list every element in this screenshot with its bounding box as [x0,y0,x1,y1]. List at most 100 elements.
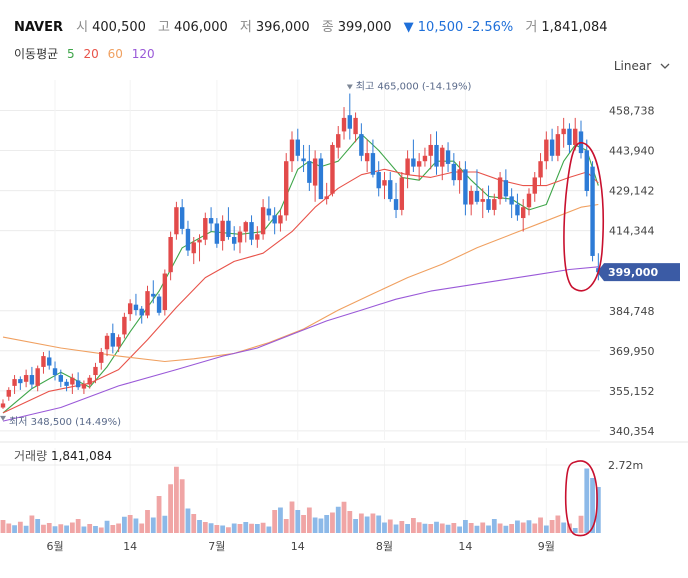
volume-bar-4 [23,525,29,533]
candle-body-62 [359,134,364,156]
current-price-badge [597,263,680,282]
volume-bar-13 [75,519,81,533]
candle-38 [220,215,225,251]
candle-39 [226,207,231,240]
candle-body-28 [162,273,168,311]
candle-body-83 [480,199,485,202]
candle-body-76 [440,147,445,167]
volume-bar-57 [330,512,335,533]
candle-body-73 [422,155,428,162]
volume-bar-93 [538,517,543,533]
volume-title: 거래량 1,841,084 [14,449,112,463]
ma-5-line [2,133,599,414]
candle-56 [324,182,329,205]
candle-100 [578,120,584,159]
volume-bar-73 [422,523,428,533]
volume-bar-64 [370,513,376,533]
candle-86 [497,172,503,205]
y-tick-label-3: 414,344 [609,225,655,238]
candle-46 [266,196,272,221]
candle-body-79 [457,169,462,181]
candle-43 [249,215,254,246]
scale-label: Linear [613,59,652,73]
volume-bar-41 [237,524,243,533]
volume-bar-27 [156,496,162,533]
x-tick-label-5: 14 [458,540,472,553]
ma-60-label[interactable]: 60 [107,47,123,61]
candle-body-43 [249,222,254,240]
volume-bar-96 [555,515,561,533]
volume-bar-51 [295,510,301,533]
y-tick-label-6: 355,152 [609,385,655,398]
candle-24 [139,306,144,324]
candle-54 [312,150,318,202]
candle-21 [122,312,127,339]
candle-33 [191,236,196,265]
volume-bar-75 [434,521,439,533]
candle-85 [492,193,497,216]
candle-13 [75,372,81,390]
candle-body-61 [353,117,358,135]
candle-8 [47,350,52,370]
candle-body-99 [573,128,578,145]
candle-55 [318,153,324,200]
candle-body-0 [0,403,6,408]
candle-body-19 [110,333,116,347]
candle-0 [0,399,6,409]
candle-body-1 [6,389,11,397]
volume-bar-50 [289,501,295,533]
candle-body-34 [197,239,202,243]
candle-body-3 [18,379,23,384]
candle-99 [573,117,578,151]
candle-body-88 [509,196,514,205]
x-tick-label-1: 14 [123,540,137,553]
y-tick-label-5: 369,950 [609,345,655,358]
y-tick-label-1: 443,940 [609,145,655,158]
candle-body-17 [99,352,104,363]
volume-bar-19 [110,525,116,533]
x-tick-label-3: 14 [291,540,305,553]
candle-body-29 [168,236,173,273]
ma-120-label[interactable]: 120 [131,47,155,61]
candle-body-39 [226,220,231,237]
ma-20-label[interactable]: 20 [83,47,99,61]
candle-body-57 [330,144,335,194]
volume-bar-88 [509,524,515,533]
candle-body-12 [70,377,75,385]
candle-37 [214,218,220,248]
close-label: 종 [321,20,334,35]
volume-bar-21 [121,516,127,533]
candle-body-59 [341,117,347,132]
candle-80 [463,161,468,216]
candle-74 [428,134,433,170]
candle-body-56 [324,196,329,200]
ma-5-label[interactable]: 5 [67,47,75,61]
volume-bar-9 [52,526,58,533]
candle-89 [515,193,520,221]
candle-body-97 [561,128,566,135]
candle-body-13 [75,380,81,388]
volume-bar-94 [543,525,549,533]
candle-body-89 [515,204,520,216]
candle-17 [99,347,104,370]
scale-selector[interactable]: Linear [614,59,670,73]
candle-7 [41,352,46,374]
volume-bar-95 [549,520,555,533]
candle-20 [116,334,121,353]
candle-14 [81,380,87,394]
candle-body-37 [214,223,220,244]
volume-bar-78 [451,523,457,533]
candle-23 [133,293,139,316]
candle-60 [347,93,352,140]
candle-body-94 [544,139,549,162]
candle-31 [179,199,185,235]
candle-48 [278,209,283,232]
candle-body-65 [376,172,381,189]
candle-91 [526,188,532,216]
candle-84 [486,185,491,213]
volume-bar-24 [139,523,145,533]
candle-body-11 [64,381,69,386]
low-price: 396,000 [255,20,310,35]
volume-bar-68 [393,524,399,533]
